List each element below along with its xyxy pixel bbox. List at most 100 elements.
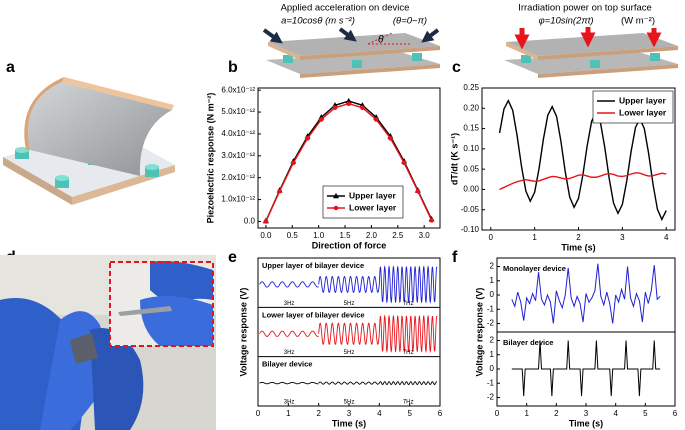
waveform: [259, 281, 319, 288]
x-tick-label: 1.5: [339, 231, 351, 240]
data-marker: [429, 218, 434, 223]
x-tick-label: 0.0: [260, 231, 272, 240]
x-axis-label: Direction of force: [312, 240, 387, 250]
x-axis-label: Time (s): [332, 418, 366, 428]
plate-diagram: [262, 27, 440, 78]
segment-label: 5Hz: [344, 400, 355, 406]
diagram-formula: a=10cosθ (m s⁻²): [281, 16, 355, 27]
y-tick-label: 0.15: [463, 124, 479, 133]
y-tick-label: 0.20: [463, 103, 479, 112]
x-tick-label: 3: [620, 233, 625, 242]
y-axis-label: dT/dt (K s⁻¹): [449, 133, 459, 185]
subplot-title: Lower layer of bilayer device: [262, 310, 365, 319]
panel-label: a: [6, 59, 15, 76]
panel-label: b: [228, 59, 238, 76]
data-marker: [277, 188, 282, 194]
x-tick-label: 1.0: [313, 231, 325, 240]
y-tick-label: -0.10: [461, 225, 480, 234]
segment-label: 3Hz: [284, 400, 295, 406]
diagram-unit: (W m⁻²): [621, 16, 655, 27]
y-tick-label: 0.05: [463, 164, 479, 173]
x-tick-label: 2: [576, 233, 581, 242]
y-tick-label: 5.0x10⁻¹²: [221, 107, 255, 116]
y-tick-label: 1: [490, 276, 495, 285]
waveform: [259, 330, 319, 337]
data-marker: [388, 136, 393, 141]
y-tick-label: 0: [490, 364, 495, 373]
waveform: [378, 265, 438, 304]
x-tick-label: 0: [256, 409, 261, 418]
y-tick-label: 0.0: [244, 217, 256, 226]
waveform: [318, 275, 380, 293]
subplot-title: Monolayer device: [503, 264, 566, 273]
y-tick-label: 2: [490, 262, 495, 271]
panel-label: e: [228, 249, 237, 266]
y-tick-label: 0: [490, 290, 495, 299]
x-tick-label: 5: [643, 409, 648, 418]
x-tick-label: 3: [584, 409, 589, 418]
series-line: [511, 263, 661, 324]
x-tick-label: 0.5: [287, 231, 299, 240]
waveform: [318, 381, 380, 385]
x-tick-label: 1: [286, 409, 291, 418]
legend-label: Upper layer: [619, 95, 666, 105]
y-tick-label: -1: [487, 378, 495, 387]
x-tick-label: 4: [377, 409, 382, 418]
segment-label: 5Hz: [344, 350, 355, 356]
data-marker: [291, 160, 296, 166]
y-tick-label: 2: [490, 336, 495, 345]
segment-label: 5Hz: [344, 301, 355, 307]
y-tick-label: -2: [487, 393, 495, 402]
x-tick-label: 0: [489, 233, 494, 242]
waveform: [378, 381, 438, 385]
segment-label: 3Hz: [284, 301, 295, 307]
y-axis-label: Voltage response (V): [238, 288, 248, 377]
segment-label: 7Hz: [403, 350, 414, 356]
x-tick-label: 4: [664, 233, 669, 242]
legend-label: Upper layer: [349, 190, 396, 200]
x-tick-label: 0: [495, 409, 500, 418]
x-tick-label: 6: [673, 409, 678, 418]
angle-label: θ: [378, 35, 384, 46]
x-tick-label: 3: [347, 409, 352, 418]
device-photo: [0, 255, 216, 430]
legend-label: Lower layer: [349, 202, 397, 212]
series-line: [499, 172, 667, 191]
panel-label: c: [452, 59, 461, 76]
legend-box: [322, 185, 404, 219]
y-tick-label: 4.0x10⁻¹²: [221, 129, 255, 138]
waveform: [318, 322, 380, 346]
segment-label: 7Hz: [403, 400, 414, 406]
x-tick-label: 2: [554, 409, 559, 418]
series-line: [511, 340, 661, 397]
x-axis-label: Time (s): [569, 418, 603, 428]
data-marker: [332, 105, 338, 110]
diagram-formula: φ=10sin(2πt): [538, 16, 593, 27]
y-axis-label: Piezoelectric response (N m⁻²): [205, 93, 215, 224]
diagram-title: Irradiation power on top surface: [518, 3, 652, 14]
x-tick-label: 1: [532, 233, 537, 242]
waveform: [259, 381, 319, 385]
segment-label: 3Hz: [284, 350, 295, 356]
y-tick-label: 0.00: [463, 185, 479, 194]
subplot-title: Bilayer device: [503, 338, 553, 347]
data-marker: [346, 101, 352, 107]
data-marker: [401, 160, 407, 166]
data-marker: [319, 117, 324, 122]
segment-label: 7Hz: [403, 301, 414, 307]
y-tick-label: 3.0x10⁻¹²: [221, 151, 255, 160]
y-tick-label: -1: [487, 304, 495, 313]
data-marker: [263, 219, 269, 224]
x-tick-label: 4: [613, 409, 618, 418]
y-tick-label: 0.25: [463, 83, 479, 92]
x-tick-label: 2.5: [392, 231, 404, 240]
y-tick-label: -2: [487, 319, 495, 328]
y-axis-label: Voltage response (V): [474, 288, 484, 377]
y-tick-label: 2.0x10⁻¹²: [221, 173, 255, 182]
y-tick-label: 1.0x10⁻¹²: [221, 195, 255, 204]
panel-label: f: [452, 249, 458, 266]
legend-label: Lower layer: [619, 107, 667, 117]
y-tick-label: -0.05: [461, 205, 480, 214]
plot-frame: [257, 87, 441, 229]
